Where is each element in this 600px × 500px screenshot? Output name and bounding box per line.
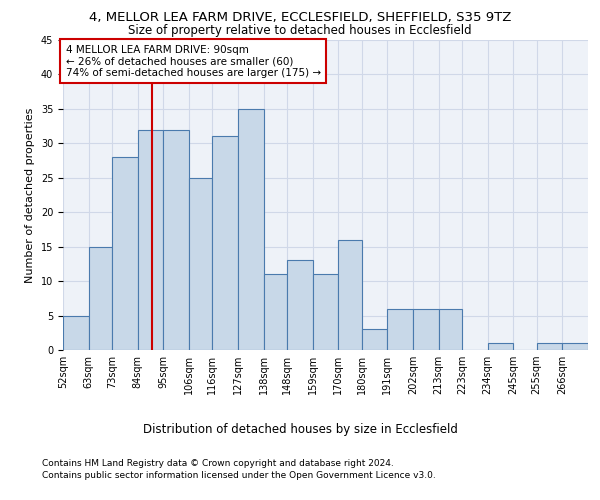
Bar	[112, 157, 137, 350]
Bar	[413, 308, 439, 350]
Bar	[89, 246, 112, 350]
Bar	[362, 330, 388, 350]
Text: Contains public sector information licensed under the Open Government Licence v3: Contains public sector information licen…	[42, 471, 436, 480]
Bar	[287, 260, 313, 350]
Text: 4 MELLOR LEA FARM DRIVE: 90sqm
← 26% of detached houses are smaller (60)
74% of : 4 MELLOR LEA FARM DRIVE: 90sqm ← 26% of …	[65, 44, 321, 78]
Bar	[536, 343, 562, 350]
Bar	[488, 343, 514, 350]
Text: Size of property relative to detached houses in Ecclesfield: Size of property relative to detached ho…	[128, 24, 472, 37]
Text: 4, MELLOR LEA FARM DRIVE, ECCLESFIELD, SHEFFIELD, S35 9TZ: 4, MELLOR LEA FARM DRIVE, ECCLESFIELD, S…	[89, 11, 511, 24]
Bar	[338, 240, 362, 350]
Y-axis label: Number of detached properties: Number of detached properties	[25, 108, 35, 282]
Bar	[562, 343, 588, 350]
Bar	[163, 130, 189, 350]
Bar	[263, 274, 287, 350]
Text: Contains HM Land Registry data © Crown copyright and database right 2024.: Contains HM Land Registry data © Crown c…	[42, 458, 394, 468]
Bar	[388, 308, 413, 350]
Text: Distribution of detached houses by size in Ecclesfield: Distribution of detached houses by size …	[143, 422, 457, 436]
Bar	[63, 316, 89, 350]
Bar	[238, 109, 263, 350]
Bar	[212, 136, 238, 350]
Bar	[137, 130, 163, 350]
Bar	[313, 274, 338, 350]
Bar	[439, 308, 462, 350]
Bar	[189, 178, 212, 350]
